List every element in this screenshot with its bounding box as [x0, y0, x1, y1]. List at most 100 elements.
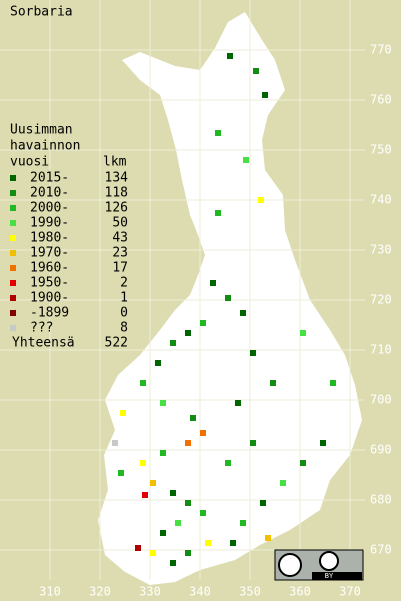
observation-square	[185, 550, 191, 556]
y-tick-label: 670	[370, 543, 392, 557]
observation-square	[230, 540, 236, 546]
observation-square	[142, 492, 148, 498]
y-tick-label: 730	[370, 243, 392, 257]
observation-square	[240, 310, 246, 316]
legend-count: 126	[105, 201, 128, 216]
legend-swatch	[10, 250, 16, 256]
legend-count: 118	[105, 186, 128, 201]
observation-square	[258, 197, 264, 203]
legend-swatch	[10, 325, 16, 331]
license-text: BY	[325, 572, 334, 580]
y-tick-label: 770	[370, 43, 392, 57]
legend-label: ???	[30, 321, 53, 336]
y-tick-label: 750	[370, 143, 392, 157]
observation-square	[300, 330, 306, 336]
observation-square	[150, 550, 156, 556]
badge-strip	[312, 572, 362, 580]
x-tick-label: 360	[289, 585, 311, 599]
observation-square	[170, 560, 176, 566]
legend-swatch	[10, 310, 16, 316]
legend-swatch	[10, 175, 16, 181]
observation-square	[253, 68, 259, 74]
observation-square	[112, 440, 118, 446]
observation-square	[227, 53, 233, 59]
grid	[0, 0, 365, 580]
observation-square	[160, 450, 166, 456]
y-tick-label: 690	[370, 443, 392, 457]
observation-square	[270, 380, 276, 386]
by-icon	[319, 551, 339, 571]
legend-swatch	[10, 220, 16, 226]
x-tick-label: 350	[239, 585, 261, 599]
observation-square	[120, 410, 126, 416]
observation-square	[185, 330, 191, 336]
legend-count: 43	[112, 231, 128, 246]
legend-label: 2010-	[30, 186, 69, 201]
observation-square	[280, 480, 286, 486]
legend-count-heading: lkm	[103, 155, 127, 170]
observation-square	[240, 520, 246, 526]
legend-swatch	[10, 265, 16, 271]
observation-square	[250, 350, 256, 356]
y-tick-label: 680	[370, 493, 392, 507]
observation-square	[235, 400, 241, 406]
legend-label: 2015-	[30, 171, 69, 186]
legend-label: 1970-	[30, 246, 69, 261]
observation-square	[135, 545, 141, 551]
x-tick-label: 330	[139, 585, 161, 599]
y-tick-label: 710	[370, 343, 392, 357]
legend-heading: vuosi	[10, 155, 49, 170]
legend-swatch	[10, 295, 16, 301]
observation-square	[200, 320, 206, 326]
observation-square	[225, 295, 231, 301]
legend-swatch	[10, 280, 16, 286]
legend-label: -1899	[30, 306, 69, 321]
observation-square	[250, 440, 256, 446]
y-tick-label: 720	[370, 293, 392, 307]
x-tick-label: 340	[189, 585, 211, 599]
legend-count: 2	[120, 276, 128, 291]
legend-total-label: Yhteensä	[12, 336, 75, 351]
legend-count: 0	[120, 306, 128, 321]
legend-count: 134	[105, 171, 129, 186]
observation-square	[170, 340, 176, 346]
observation-squares	[112, 53, 336, 566]
legend-count: 8	[120, 321, 128, 336]
legend-total: 522	[105, 336, 128, 351]
legend-label: 2000-	[30, 201, 69, 216]
license-badge: BY	[274, 549, 364, 581]
legend-label: 1990-	[30, 216, 69, 231]
legend-label: 1960-	[30, 261, 69, 276]
observation-square	[170, 490, 176, 496]
legend-count: 23	[112, 246, 128, 261]
y-tick-label: 740	[370, 193, 392, 207]
observation-square	[260, 500, 266, 506]
legend-swatch	[10, 190, 16, 196]
observation-square	[320, 440, 326, 446]
observation-square	[160, 400, 166, 406]
y-tick-label: 700	[370, 393, 392, 407]
legend-label: 1950-	[30, 276, 69, 291]
title: Sorbaria	[10, 5, 73, 20]
legend-label: 1980-	[30, 231, 69, 246]
legend-heading: havainnon	[10, 139, 80, 154]
legend-swatch	[10, 205, 16, 211]
observation-square	[243, 157, 249, 163]
legend-label: 1900-	[30, 291, 69, 306]
observation-square	[140, 380, 146, 386]
observation-square	[150, 480, 156, 486]
observation-square	[215, 210, 221, 216]
observation-square	[185, 440, 191, 446]
legend-count: 17	[112, 261, 128, 276]
observation-square	[118, 470, 124, 476]
observation-square	[262, 92, 268, 98]
legend-count: 50	[112, 216, 128, 231]
x-tick-label: 370	[339, 585, 361, 599]
y-tick-label: 760	[370, 93, 392, 107]
observation-square	[225, 460, 231, 466]
observation-square	[155, 360, 161, 366]
observation-square	[300, 460, 306, 466]
observation-square	[140, 460, 146, 466]
